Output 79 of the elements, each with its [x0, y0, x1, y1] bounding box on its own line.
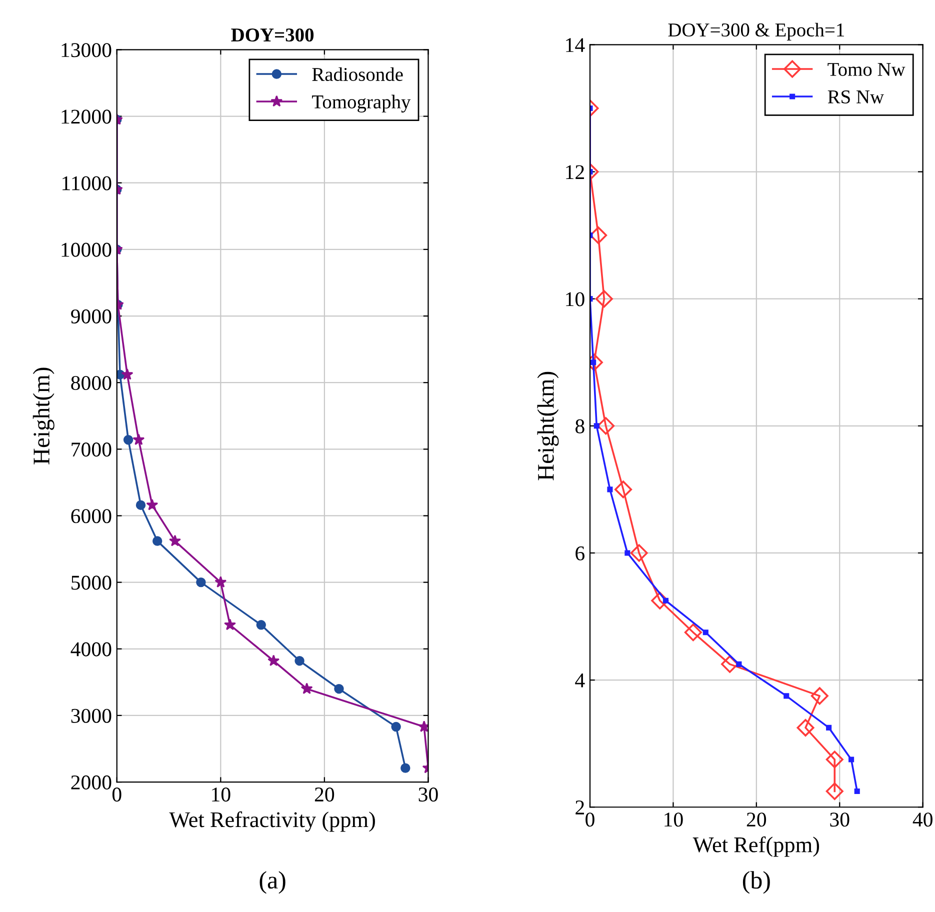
- y-tick-label: 10000: [62, 242, 112, 257]
- x-tick-label: 20: [314, 788, 334, 802]
- y-tick-label: 2: [576, 800, 584, 814]
- x-tick-label: 10: [664, 812, 683, 827]
- y-tick-label: 9000: [71, 309, 112, 324]
- point: [594, 423, 600, 429]
- y-tick-label: 6000: [71, 509, 112, 524]
- point: [224, 618, 236, 630]
- legend-label: Radiosonde: [312, 67, 403, 82]
- y-tick-label: 13000: [62, 43, 112, 58]
- point: [595, 290, 613, 308]
- y-axis-title: Height(km): [537, 372, 559, 480]
- text: (b): [742, 871, 770, 894]
- point: [123, 434, 134, 445]
- text: (a): [260, 871, 286, 894]
- y-tick-label: 3000: [71, 708, 112, 723]
- y-tick-label: 14: [566, 38, 585, 52]
- x-tick-label: 30: [830, 812, 850, 827]
- point: [684, 624, 702, 642]
- chart-title: DOY=300 & Epoch=1: [668, 22, 844, 40]
- point: [214, 576, 227, 588]
- point: [294, 656, 304, 666]
- y-tick-label: 10: [566, 292, 584, 306]
- point: [334, 684, 344, 694]
- y-axis-title: Height(m): [32, 368, 54, 464]
- point: [630, 544, 648, 562]
- x-tick-label: 0: [112, 788, 122, 802]
- point: [597, 417, 615, 435]
- point: [169, 534, 181, 546]
- point: [702, 630, 708, 636]
- x-tick-label: 10: [212, 788, 230, 802]
- point: [256, 620, 266, 630]
- y-tick-label: 8: [576, 419, 584, 434]
- y-tick-label: 11000: [62, 176, 112, 190]
- x-axis-title: Wet Refractivity (ppm): [169, 811, 375, 832]
- x-tick-label: 30: [418, 788, 438, 802]
- y-tick-label: 8000: [71, 376, 112, 390]
- y-tick-label: 2000: [71, 775, 112, 790]
- y-tick-label: 4000: [70, 642, 112, 656]
- point: [624, 550, 630, 556]
- y-tick-label: 12000: [62, 110, 112, 124]
- point: [826, 750, 844, 768]
- point: [614, 480, 632, 498]
- point: [196, 577, 206, 588]
- point: [651, 592, 669, 610]
- point: [590, 360, 596, 366]
- point: [826, 782, 844, 800]
- point: [146, 498, 158, 510]
- point: [132, 434, 145, 446]
- chart-title: DOY=300: [231, 28, 314, 42]
- point: [796, 718, 814, 736]
- y-tick-label: 5000: [72, 576, 112, 590]
- point: [136, 500, 146, 510]
- point: [662, 598, 668, 604]
- x-tick-label: 0: [586, 812, 594, 827]
- y-tick-label: 4: [575, 674, 585, 688]
- point: [418, 720, 428, 732]
- y-tick-label: 6: [576, 546, 584, 560]
- legend-label: RS Nw: [828, 90, 884, 104]
- point: [810, 687, 828, 705]
- x-tick-label: 40: [912, 812, 932, 827]
- point: [400, 763, 410, 773]
- point: [121, 368, 134, 380]
- x-axis-title: Wet Ref(ppm): [692, 836, 820, 857]
- legend-label: Tomo Nw: [828, 63, 906, 76]
- point: [391, 722, 401, 732]
- point: [848, 756, 854, 762]
- point: [607, 486, 613, 492]
- point: [152, 536, 162, 546]
- point: [826, 724, 832, 730]
- legend-label: Tomography: [312, 94, 411, 112]
- point: [300, 682, 313, 694]
- point: [854, 788, 860, 794]
- point: [784, 693, 790, 699]
- point: [268, 654, 280, 666]
- x-tick-label: 20: [746, 812, 766, 827]
- point: [736, 661, 742, 667]
- y-tick-label: 12: [566, 165, 584, 179]
- y-tick-label: 7000: [72, 442, 112, 457]
